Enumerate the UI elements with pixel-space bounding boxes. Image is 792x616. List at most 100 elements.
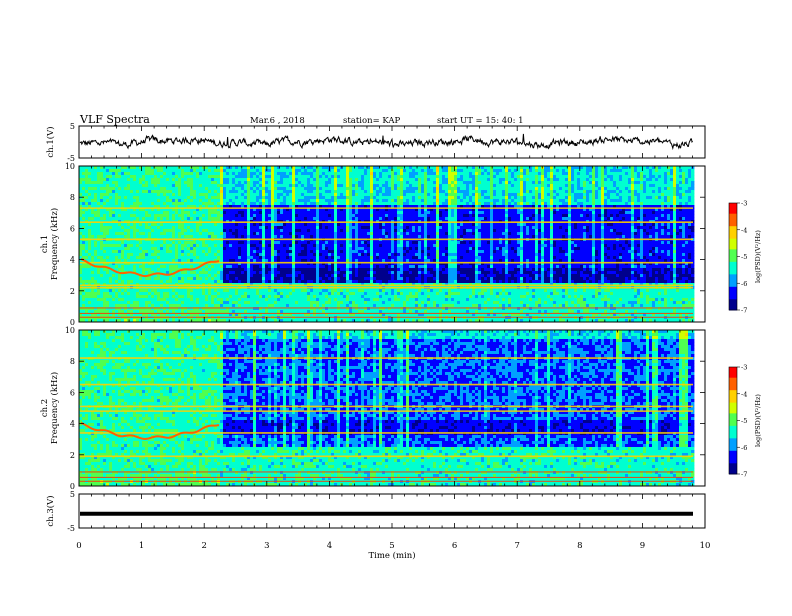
ch1-spec-cell xyxy=(151,187,154,190)
ch1-spec-cell xyxy=(229,253,232,256)
ch1-spec-cell xyxy=(205,280,208,283)
ch1-spec-cell xyxy=(91,190,94,193)
ch1-spec-cell xyxy=(103,241,106,244)
ch1-spec-cell xyxy=(145,292,148,295)
ch1-spec-cell xyxy=(253,304,256,307)
ch1-spec-cell xyxy=(298,187,301,190)
ch1-spec-cell xyxy=(223,214,226,217)
ch1-spec-cell xyxy=(82,199,85,202)
ch1-spec-cell xyxy=(253,253,256,256)
ch1-waveform-panel: 5-5ch.1(V) xyxy=(45,122,705,163)
ch1-spec-cell xyxy=(334,232,337,235)
ch1-spec-cell xyxy=(169,232,172,235)
ch1-spec-cell xyxy=(145,226,148,229)
ch1-spec-cell xyxy=(358,181,361,184)
ch1-spec-cell xyxy=(109,184,112,187)
ch1-spec-cell xyxy=(178,178,181,181)
ch1-spec-cell xyxy=(283,190,286,193)
ch1-spec-cell xyxy=(289,277,292,280)
ch1-spec-cell xyxy=(88,184,91,187)
ch1-spec-cell xyxy=(220,193,223,196)
ch1-spec-cell xyxy=(265,280,268,283)
ch1-spec-cell xyxy=(256,271,259,274)
ch1-spec-cell xyxy=(139,298,142,301)
ch1-spec-cell xyxy=(340,169,343,172)
ch1-spec-cell xyxy=(283,253,286,256)
ch1-spec-cell xyxy=(295,250,298,253)
ch1-spec-cell xyxy=(289,241,292,244)
ch1-spec-cell xyxy=(196,199,199,202)
ch1-spec-cell xyxy=(178,166,181,169)
ch1-spec-cell xyxy=(343,178,346,181)
ch1-spec-cell xyxy=(256,172,259,175)
ch1-spec-cell xyxy=(238,196,241,199)
ch1-spec-cell xyxy=(274,166,277,169)
ch1-spec-cell xyxy=(211,265,214,268)
ch1-spec-cell xyxy=(112,304,115,307)
ch1-spec-cell xyxy=(343,250,346,253)
ch1-spec-cell xyxy=(232,256,235,259)
ch1-spec-cell xyxy=(181,265,184,268)
ch1-spec-cell xyxy=(214,280,217,283)
ch1-spec-cell xyxy=(355,190,358,193)
ch1-spec-cell xyxy=(112,244,115,247)
ch1-spec-cell xyxy=(181,304,184,307)
ch1-spec-cell xyxy=(136,214,139,217)
ch1-spec-cell xyxy=(340,193,343,196)
ch1-spec-cell xyxy=(139,250,142,253)
ch1-spec-cell xyxy=(313,169,316,172)
ch1-spec-cell xyxy=(208,169,211,172)
ch1-spec-cell xyxy=(85,295,88,298)
ch1-spec-cell xyxy=(178,274,181,277)
ch1-spec-cell xyxy=(331,295,334,298)
ch1-spec-cell xyxy=(184,217,187,220)
ch1-spec-cell xyxy=(220,259,223,262)
ch1-spec-cell xyxy=(115,211,118,214)
ch1-spec-cell xyxy=(265,226,268,229)
ch1-spec-cell xyxy=(148,241,151,244)
ch1-spec-cell xyxy=(295,223,298,226)
ch1-spec-cell xyxy=(346,244,349,247)
ch1-spec-cell xyxy=(187,271,190,274)
ch1-spec-cell xyxy=(286,181,289,184)
ch1-spec-cell xyxy=(184,193,187,196)
ch1-spec-cell xyxy=(328,184,331,187)
ch1-spec-cell xyxy=(163,196,166,199)
ch1-spec-cell xyxy=(121,235,124,238)
ch1-spec-cell xyxy=(142,172,145,175)
ch1-spec-cell xyxy=(349,256,352,259)
ch1-spec-cell xyxy=(253,298,256,301)
ch1-spec-cell xyxy=(331,250,334,253)
ch1-spec-cell xyxy=(283,193,286,196)
ch1-spec-cell xyxy=(88,217,91,220)
ch1-spec-cell xyxy=(343,253,346,256)
ch1-spec-cell xyxy=(160,217,163,220)
ch1-spec-cell xyxy=(346,235,349,238)
ch1-spec-cell xyxy=(124,223,127,226)
ch1-spec-cell xyxy=(313,298,316,301)
ch1-spec-cell xyxy=(226,196,229,199)
ch1-spec-cell xyxy=(280,301,283,304)
ch1-spec-cell xyxy=(100,214,103,217)
ch1-spec-cell xyxy=(331,271,334,274)
ch1-spec-cell xyxy=(193,193,196,196)
ch1-spec-cell xyxy=(142,256,145,259)
ch1-spec-cell xyxy=(148,280,151,283)
ch1-spec-cell xyxy=(325,277,328,280)
ch1-spec-cell xyxy=(91,298,94,301)
ch1-spec-cell xyxy=(334,295,337,298)
ch1-spec-cell xyxy=(109,214,112,217)
ch1-spec-cell xyxy=(103,259,106,262)
ch1-spec-cell xyxy=(310,193,313,196)
ch1-spec-cell xyxy=(181,280,184,283)
ch1-spec-cell xyxy=(124,292,127,295)
ch1-spec-cell xyxy=(166,226,169,229)
ch1-spec-cell xyxy=(223,199,226,202)
ch1-spec-cell xyxy=(289,187,292,190)
ch1-spec-cell xyxy=(226,202,229,205)
ch1-spec-cell xyxy=(133,253,136,256)
ch1-spec-cell xyxy=(160,226,163,229)
ch1-spec-cell xyxy=(160,190,163,193)
ch1-spec-cell xyxy=(97,169,100,172)
ch1-spec-cell xyxy=(106,259,109,262)
